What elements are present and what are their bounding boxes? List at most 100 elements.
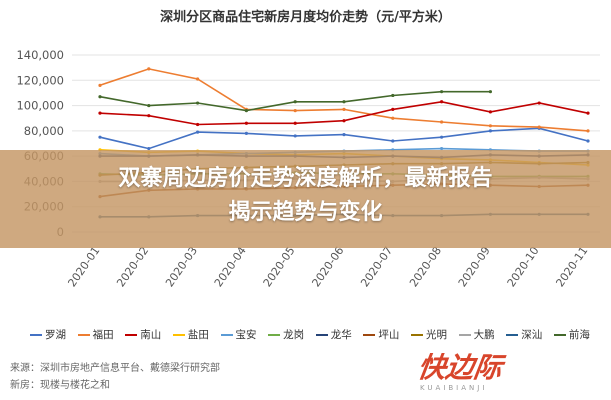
data-point — [293, 134, 297, 138]
legend-label: 坪山 — [378, 329, 400, 341]
data-point — [196, 77, 200, 81]
data-point — [537, 125, 541, 129]
data-point — [440, 146, 444, 151]
legend-swatch — [125, 333, 138, 336]
legend-item: 龙华 — [315, 327, 352, 342]
data-point — [147, 114, 151, 118]
legend-label: 福田 — [92, 329, 114, 341]
data-point — [244, 121, 248, 125]
x-tick-label: 2020-09 — [456, 244, 493, 289]
data-point — [293, 109, 297, 113]
legend-swatch — [363, 333, 376, 336]
data-point — [244, 109, 248, 113]
data-point — [488, 110, 492, 114]
legend-label: 南山 — [140, 329, 162, 341]
x-tick-label: 2020-03 — [163, 244, 200, 289]
legend-label: 龙岗 — [283, 329, 305, 341]
data-point — [537, 101, 541, 105]
data-point — [293, 100, 297, 104]
legend-item: 南山 — [125, 327, 161, 342]
x-tick-label: 2020-07 — [358, 244, 395, 289]
legend-swatch — [172, 333, 185, 336]
banner-line-1: 双寨周边房价走势深度解析，最新报告 — [118, 166, 493, 191]
x-tick-label: 2020-04 — [212, 244, 249, 289]
data-point — [147, 103, 151, 108]
banner-line-2: 揭示趋势与变化 — [228, 200, 383, 225]
x-tick-label: 2020-08 — [407, 244, 444, 289]
data-point — [391, 116, 395, 120]
legend-item: 龙岗 — [268, 327, 304, 342]
data-point — [196, 101, 200, 105]
legend-item: 盐田 — [172, 327, 209, 342]
legend-swatch — [458, 333, 471, 336]
x-tick-label: 2020-06 — [309, 244, 346, 289]
x-tick-label: 2020-10 — [505, 244, 542, 289]
legend-swatch — [411, 333, 423, 336]
legend-label: 罗湖 — [45, 329, 66, 341]
y-tick-label: 80,000 — [24, 124, 64, 138]
data-point — [586, 129, 590, 133]
legend-item: 罗湖 — [30, 327, 66, 342]
legend-item: 坪山 — [363, 327, 399, 342]
data-point — [391, 139, 395, 143]
data-point — [196, 130, 200, 134]
data-point — [98, 135, 102, 139]
data-point — [391, 93, 395, 98]
legend-label: 龙华 — [330, 329, 352, 341]
legend-label: 大鹏 — [473, 329, 495, 341]
legend-item: 深汕 — [506, 327, 542, 342]
data-point — [342, 107, 346, 111]
legend-swatch — [506, 333, 519, 336]
source-notes: 来源：深圳市房地产信息平台、戴德梁行研究部 新房：现楼与楼花之和 — [10, 360, 220, 394]
data-point — [440, 135, 444, 139]
legend-item: 宝安 — [220, 327, 257, 342]
y-tick-label: 100,000 — [16, 99, 64, 113]
chart-legend: 罗湖 福田 南山 盐田 宝安 龙岗 龙华 坪山 光明 大鹏 深汕 前海 — [30, 327, 590, 342]
data-point — [440, 100, 444, 104]
data-point — [147, 146, 151, 151]
source-line-2: 新房：现楼与楼花之和 — [10, 380, 110, 391]
x-tick-label: 2020-05 — [261, 244, 298, 289]
brand-logo: 快边际 — [415, 351, 505, 384]
data-point — [391, 107, 395, 111]
legend-swatch — [268, 333, 281, 336]
legend-swatch — [553, 333, 566, 336]
x-tick-label: 2020-01 — [65, 244, 102, 289]
data-point — [342, 119, 346, 123]
data-point — [244, 131, 248, 135]
overlay-banner — [0, 150, 611, 248]
data-point — [98, 95, 102, 99]
data-point — [98, 111, 102, 115]
legend-label: 光明 — [426, 329, 447, 341]
legend-label: 宝安 — [235, 329, 257, 341]
banner-text: 双寨周边房价走势深度解析，最新报告 揭示趋势与变化 — [0, 162, 611, 230]
data-point — [488, 90, 492, 94]
legend-swatch — [220, 333, 233, 336]
data-point — [488, 129, 492, 133]
legend-item: 光明 — [411, 327, 447, 342]
legend-swatch — [30, 333, 42, 336]
data-point — [342, 100, 346, 104]
legend-label: 深汕 — [521, 329, 543, 341]
legend-item: 福田 — [77, 327, 114, 342]
legend-item: 大鹏 — [458, 327, 495, 342]
data-point — [440, 120, 444, 124]
data-point — [342, 133, 346, 137]
source-line-1: 来源：深圳市房地产信息平台、戴德梁行研究部 — [10, 363, 220, 374]
data-point — [488, 124, 492, 128]
data-point — [293, 121, 297, 125]
x-tick-label: 2020-11 — [553, 244, 590, 289]
legend-swatch — [77, 333, 90, 336]
y-tick-label: 140,000 — [16, 48, 64, 62]
data-point — [440, 90, 444, 94]
legend-label: 前海 — [568, 329, 590, 341]
y-tick-label: 120,000 — [16, 73, 64, 87]
data-point — [196, 122, 200, 127]
chart-title: 深圳分区商品住宅新房月度均价走势（元/平方米） — [160, 10, 451, 25]
data-point — [147, 67, 151, 71]
legend-swatch — [315, 333, 328, 336]
x-tick-label: 2020-02 — [114, 244, 151, 289]
data-point — [586, 111, 590, 115]
data-point — [586, 139, 590, 143]
